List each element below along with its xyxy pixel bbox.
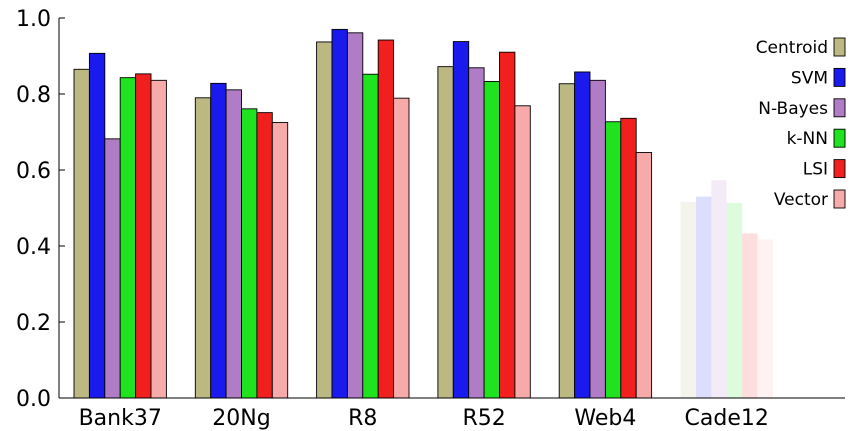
- legend: Centroid SVM N-Bayes k-NN LSI Vector: [756, 37, 846, 210]
- x-category-label: Web4: [574, 406, 636, 431]
- y-ticks-group: 0.0 0.2 0.4 0.6 0.8 1.0: [16, 7, 65, 412]
- bar-centroid-cade12: [680, 201, 696, 398]
- bar-centroid-bank37: [73, 68, 90, 399]
- bar-k-nn-20ng: [241, 108, 258, 399]
- bar-n-bayes-r8: [346, 32, 364, 399]
- x-category-label: Cade12: [685, 406, 769, 431]
- legend-swatch: [833, 128, 846, 148]
- x-category-label: Bank37: [79, 406, 162, 431]
- bar-n-bayes-bank37: [104, 138, 121, 399]
- bar-svm-r8: [331, 28, 348, 399]
- bar-k-nn-r8: [362, 73, 379, 399]
- legend-swatch: [833, 37, 846, 57]
- bar-k-nn-r52: [483, 81, 500, 399]
- bar-svm-cade12: [695, 196, 712, 398]
- x-category-label: R52: [462, 406, 505, 431]
- bar-lsi-bank37: [135, 73, 152, 399]
- bar-vector-r8: [393, 97, 410, 399]
- bar-k-nn-cade12: [726, 203, 743, 398]
- bar-svm-web4: [574, 71, 591, 399]
- bar-lsi-r52: [499, 51, 516, 399]
- y-tick-label: 0.4: [16, 235, 51, 260]
- bar-lsi-r8: [377, 39, 395, 399]
- bar-k-nn-web4: [604, 121, 622, 399]
- legend-label: Vector: [774, 190, 828, 210]
- bar-k-nn-bank37: [119, 77, 137, 399]
- legend-label: k-NN: [787, 129, 828, 149]
- bar-vector-bank37: [150, 79, 167, 399]
- bar-centroid-r8: [316, 41, 333, 399]
- legend-label: LSI: [803, 160, 828, 180]
- bar-n-bayes-web4: [589, 79, 606, 399]
- bar-vector-r52: [514, 105, 531, 399]
- y-tick-label: 0.6: [16, 159, 51, 184]
- bar-vector-web4: [635, 152, 653, 399]
- bar-lsi-20ng: [256, 112, 273, 399]
- x-labels-group: Bank37 20Ng R8 R52 Web4 Cade12: [79, 406, 769, 431]
- y-tick-label: 0.0: [16, 387, 51, 412]
- axes-group: [58, 18, 845, 399]
- legend-swatch: [833, 98, 846, 118]
- x-category-label: R8: [348, 406, 377, 431]
- y-tick-label: 1.0: [16, 7, 51, 32]
- y-tick-label: 0.2: [16, 311, 51, 336]
- legend-label: SVM: [791, 68, 828, 88]
- legend-swatch: [833, 67, 846, 87]
- bar-n-bayes-cade12: [711, 180, 727, 398]
- bar-svm-bank37: [88, 52, 106, 399]
- bar-centroid-web4: [558, 83, 576, 399]
- legend-label: Centroid: [756, 38, 828, 58]
- bar-centroid-r52: [437, 66, 454, 399]
- bar-svm-r52: [452, 41, 470, 399]
- bar-centroid-20ng: [194, 97, 212, 399]
- bar-n-bayes-r52: [468, 67, 485, 399]
- bar-lsi-cade12: [742, 233, 758, 398]
- bar-vector-20ng: [271, 122, 289, 399]
- legend-swatch: [833, 159, 846, 179]
- legend-swatch: [833, 189, 846, 209]
- legend-label: N-Bayes: [758, 99, 828, 119]
- y-tick-label: 0.8: [16, 83, 51, 108]
- bar-svm-20ng: [210, 82, 227, 399]
- x-category-label: 20Ng: [212, 406, 270, 431]
- bar-lsi-web4: [620, 117, 637, 399]
- bar-vector-cade12: [757, 239, 773, 398]
- bar-n-bayes-20ng: [225, 89, 242, 399]
- bars-group: [73, 28, 773, 399]
